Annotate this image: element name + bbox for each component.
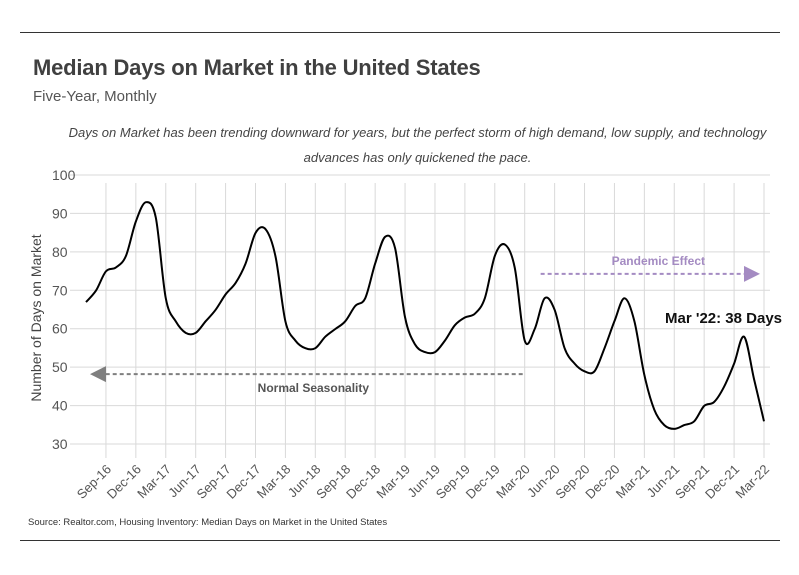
annotations: Normal Seasonality Pandemic Effect Mar '22… — [90, 254, 782, 395]
y-tick-label: 30 — [52, 436, 68, 452]
y-tick-label: 100 — [52, 167, 76, 183]
chart-subtitle: Five-Year, Monthly — [33, 88, 157, 105]
y-tick-label: 70 — [52, 282, 68, 298]
x-tick-label: Mar-17 — [134, 462, 174, 502]
pandemic-effect-label: Pandemic Effect — [612, 254, 705, 268]
y-tick-label: 60 — [52, 321, 68, 337]
latest-value-label: Mar '22: 38 Days — [665, 310, 782, 327]
y-axis-ticks: 30 40 50 60 70 80 90 100 — [52, 167, 76, 452]
data-points — [85, 201, 765, 430]
y-tick-label: 80 — [52, 244, 68, 260]
x-tick-label: Mar-21 — [613, 462, 653, 502]
y-tick-label: 90 — [52, 205, 68, 221]
x-tick-label: Mar-18 — [254, 462, 294, 502]
normal-seasonality-label: Normal Seasonality — [258, 381, 370, 395]
top-rule — [20, 32, 780, 33]
bottom-rule — [20, 540, 780, 541]
x-tick-label: Mar-22 — [732, 462, 772, 502]
y-axis-label: Number of Days on Market — [28, 234, 44, 401]
y-tick-label: 50 — [52, 359, 68, 375]
source-note: Source: Realtor.com, Housing Inventory: … — [28, 517, 388, 528]
chart-title: Median Days on Market in the United Stat… — [33, 55, 481, 80]
series-line — [85, 201, 765, 430]
y-tick-label: 40 — [52, 398, 68, 414]
chart-description: Days on Market has been trending downwar… — [68, 125, 767, 165]
x-axis-ticks: Sep-16Dec-16Mar-17Jun-17Sep-17Dec-17Mar-… — [74, 462, 772, 502]
x-tick-label: Mar-19 — [373, 462, 413, 502]
x-tick-label: Mar-20 — [493, 462, 533, 502]
